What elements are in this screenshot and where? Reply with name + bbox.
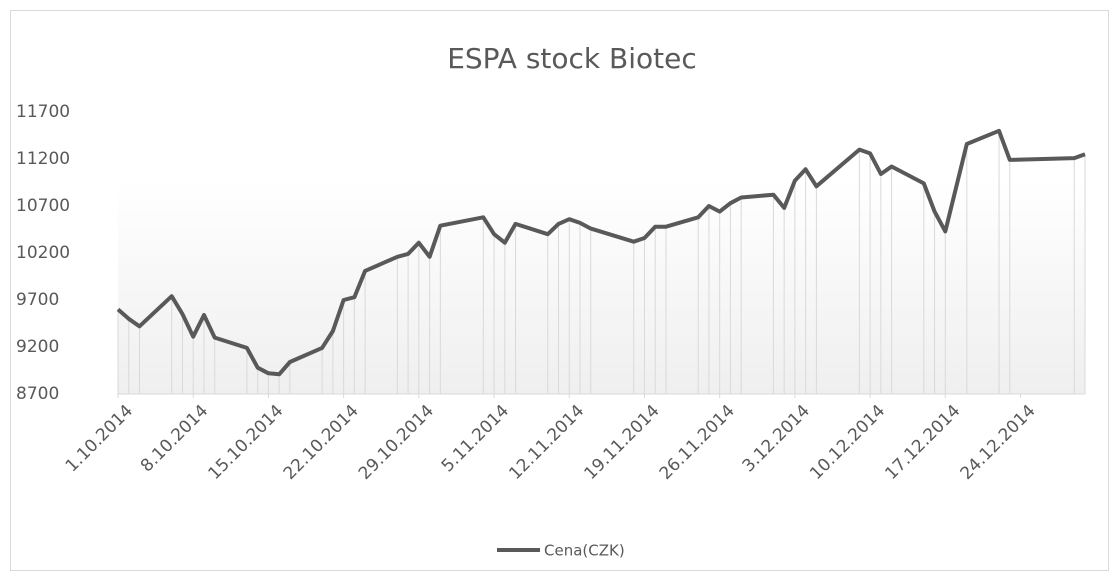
chart-title: ESPA stock Biotec bbox=[447, 42, 697, 75]
line-series bbox=[116, 128, 1086, 377]
legend-label: Cena(CZK) bbox=[544, 542, 625, 560]
y-tick-label: 11200 bbox=[16, 149, 70, 169]
y-tick-label: 10700 bbox=[16, 196, 70, 216]
y-tick-label: 8700 bbox=[16, 384, 59, 404]
plot-background bbox=[118, 180, 1085, 394]
y-tick-label: 11700 bbox=[16, 102, 70, 122]
y-tick-label: 9700 bbox=[16, 290, 59, 310]
y-tick-label: 10200 bbox=[16, 243, 70, 263]
y-tick-label: 9200 bbox=[16, 337, 59, 357]
